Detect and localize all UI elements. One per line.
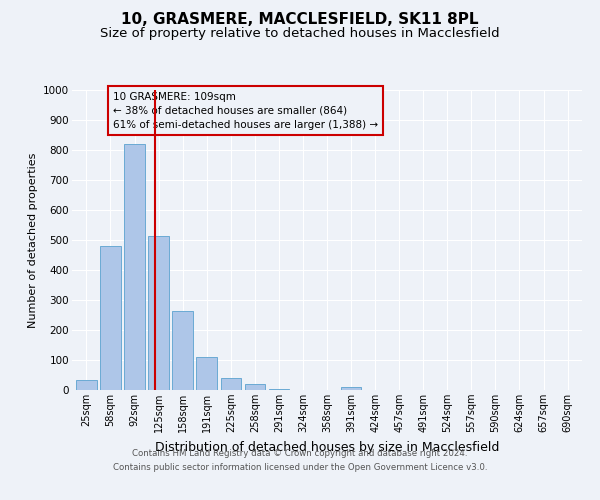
Bar [245,384,265,390]
Bar [148,236,169,390]
Bar [196,357,217,390]
X-axis label: Distribution of detached houses by size in Macclesfield: Distribution of detached houses by size … [155,440,499,454]
Y-axis label: Number of detached properties: Number of detached properties [28,152,38,328]
Bar [76,380,97,390]
Text: Contains public sector information licensed under the Open Government Licence v3: Contains public sector information licen… [113,464,487,472]
Bar [124,144,145,390]
Bar [100,246,121,390]
Text: 10, GRASMERE, MACCLESFIELD, SK11 8PL: 10, GRASMERE, MACCLESFIELD, SK11 8PL [121,12,479,28]
Bar [269,388,289,390]
Text: 10 GRASMERE: 109sqm
← 38% of detached houses are smaller (864)
61% of semi-detac: 10 GRASMERE: 109sqm ← 38% of detached ho… [113,92,378,130]
Bar [221,378,241,390]
Bar [172,310,193,390]
Bar [341,387,361,390]
Text: Size of property relative to detached houses in Macclesfield: Size of property relative to detached ho… [100,28,500,40]
Text: Contains HM Land Registry data © Crown copyright and database right 2024.: Contains HM Land Registry data © Crown c… [132,448,468,458]
